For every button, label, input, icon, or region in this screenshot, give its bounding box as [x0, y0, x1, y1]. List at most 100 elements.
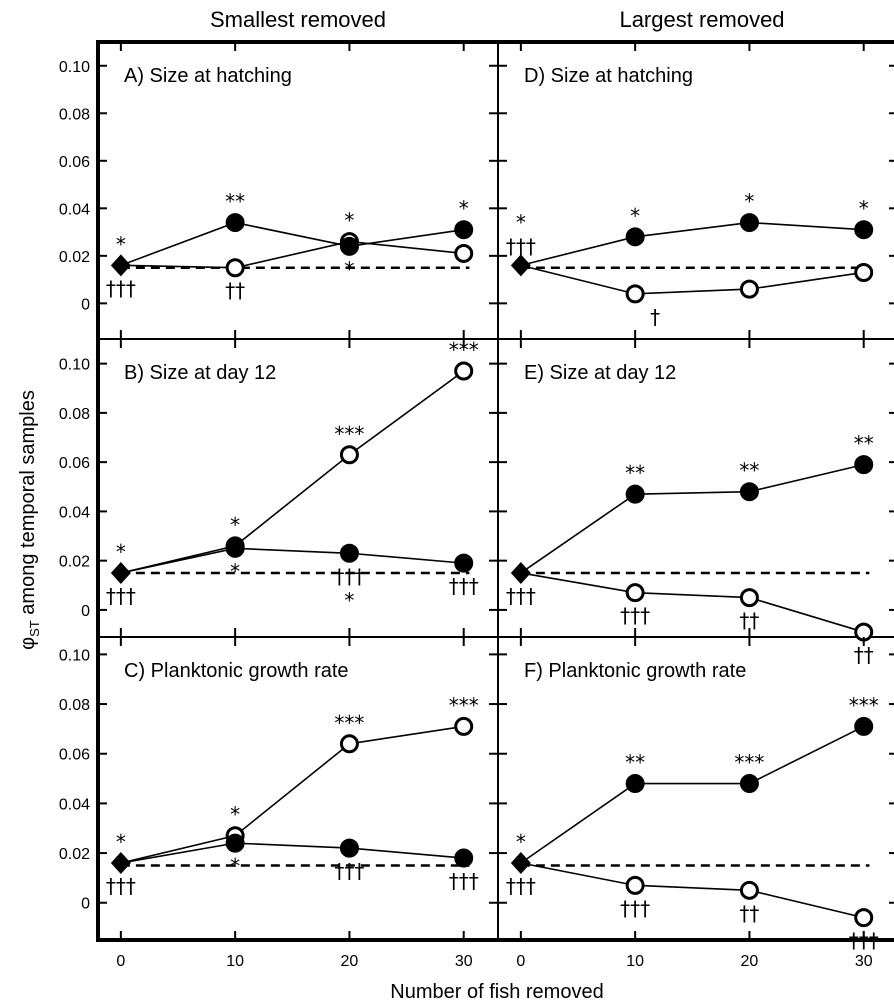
point-f-filled-3 [854, 716, 874, 736]
point-b-filled-1 [225, 538, 245, 558]
point-a-filled-1 [225, 213, 245, 233]
series-line-b-open [120, 370, 465, 574]
annotation-e-2: ††† [620, 604, 650, 628]
panel-title-c: C) Planktonic growth rate [124, 660, 349, 682]
y-tick-label-a-4: 0.08 [59, 106, 90, 123]
x-tick-label-f-0: 0 [516, 953, 525, 970]
annotation-f-0: * [516, 830, 526, 854]
series-line-d-open [520, 264, 864, 295]
point-b-open-3 [454, 361, 474, 381]
annotation-f-5: †† [739, 901, 759, 925]
point-c-filled-2 [339, 838, 359, 858]
start-diamond-d [510, 254, 531, 277]
y-tick-label-b-5: 0.10 [59, 357, 90, 374]
y-tick-label-a-5: 0.10 [59, 59, 90, 76]
point-a-open-3 [454, 243, 474, 263]
point-e-filled-1 [625, 484, 645, 504]
annotation-e-6: †† [854, 643, 874, 667]
point-d-filled-2 [739, 213, 759, 233]
annotation-d-5: * [859, 197, 869, 221]
y-axis-label: φST among temporal samples [17, 390, 42, 650]
annotation-f-4: *** [734, 751, 764, 775]
point-f-filled-2 [739, 774, 759, 794]
y-tick-label-a-3: 0.06 [59, 154, 90, 171]
annotation-b-5: ††† [334, 564, 364, 588]
annotation-c-4: *** [334, 711, 364, 735]
y-tick-label-a-1: 0.02 [59, 249, 90, 266]
annotation-c-1: ††† [106, 874, 136, 898]
point-a-filled-2 [339, 236, 359, 256]
y-tick-label-a-0: 0 [81, 296, 90, 313]
y-tick-label-b-4: 0.08 [59, 406, 90, 423]
point-d-open-2 [739, 279, 759, 299]
x-tick-label-c-3: 30 [455, 953, 473, 970]
series-line-e-filled [520, 463, 864, 574]
annotation-b-8: ††† [449, 574, 479, 598]
point-c-open-3 [454, 716, 474, 736]
annotation-b-3: * [230, 559, 240, 583]
annotation-c-5: ††† [334, 859, 364, 883]
point-d-open-3 [854, 262, 874, 282]
annotation-c-7: ††† [449, 869, 479, 893]
point-a-open-1 [225, 258, 245, 278]
annotation-b-4: *** [334, 422, 364, 446]
y-axis-label-rest: among temporal samples [17, 390, 39, 620]
point-c-open-2 [339, 734, 359, 754]
annotation-d-1: ††† [506, 234, 536, 258]
annotation-b-7: *** [449, 338, 479, 362]
y-tick-label-b-0: 0 [81, 603, 90, 620]
plot-frame [96, 40, 894, 942]
annotation-a-4: * [344, 209, 354, 233]
y-axis-label-phi: φ [17, 637, 39, 650]
x-tick-label-c-0: 0 [116, 953, 125, 970]
annotation-b-2: * [230, 513, 240, 537]
point-d-filled-3 [854, 220, 874, 240]
start-diamond-a [110, 254, 131, 277]
x-tick-label-f-1: 10 [626, 953, 644, 970]
annotation-e-1: ** [625, 461, 645, 485]
annotation-f-7: ††† [849, 929, 879, 953]
annotation-e-0: ††† [506, 584, 536, 608]
point-d-open-1 [625, 284, 645, 304]
annotation-d-3: † [650, 305, 660, 329]
y-tick-label-c-1: 0.02 [59, 846, 90, 863]
series-line-c-filled [120, 842, 464, 864]
point-f-open-3 [854, 908, 874, 928]
start-diamond-b [110, 561, 131, 584]
series-line-d-filled [520, 221, 864, 267]
panel-title-e: E) Size at day 12 [524, 362, 676, 384]
annotation-a-0: * [116, 232, 126, 256]
series-line-f-open [520, 862, 864, 919]
point-b-filled-2 [339, 543, 359, 563]
annotation-c-6: *** [449, 693, 479, 717]
annotation-c-3: * [230, 854, 240, 878]
series-line-c-open [120, 725, 464, 864]
start-diamond-e [510, 561, 531, 584]
annotation-d-0: * [516, 210, 526, 234]
point-c-filled-3 [454, 848, 474, 868]
y-tick-label-b-1: 0.02 [59, 554, 90, 571]
annotation-a-1: ††† [106, 276, 136, 300]
annotation-e-4: †† [739, 609, 759, 633]
y-tick-label-c-5: 0.10 [59, 647, 90, 664]
x-tick-label-c-2: 20 [341, 953, 359, 970]
series-line-a-filled [120, 221, 464, 267]
annotation-d-2: * [630, 204, 640, 228]
panel-title-f: F) Planktonic growth rate [524, 660, 746, 682]
series-line-e-open [520, 572, 864, 633]
point-c-filled-1 [225, 833, 245, 853]
column-title-right: Largest removed [619, 7, 784, 32]
point-b-filled-3 [454, 553, 474, 573]
y-tick-label-c-4: 0.08 [59, 697, 90, 714]
panel-title-d: D) Size at hatching [524, 65, 693, 87]
point-d-filled-1 [625, 227, 645, 247]
point-e-open-2 [739, 588, 759, 608]
series-line-a-open [120, 240, 464, 269]
x-tick-label-c-1: 10 [226, 953, 244, 970]
series-line-f-filled [520, 725, 865, 864]
panel-title-a: A) Size at hatching [124, 65, 292, 87]
y-tick-label-b-3: 0.06 [59, 455, 90, 472]
annotation-e-5: ** [854, 432, 874, 456]
annotation-a-3: †† [225, 279, 245, 303]
